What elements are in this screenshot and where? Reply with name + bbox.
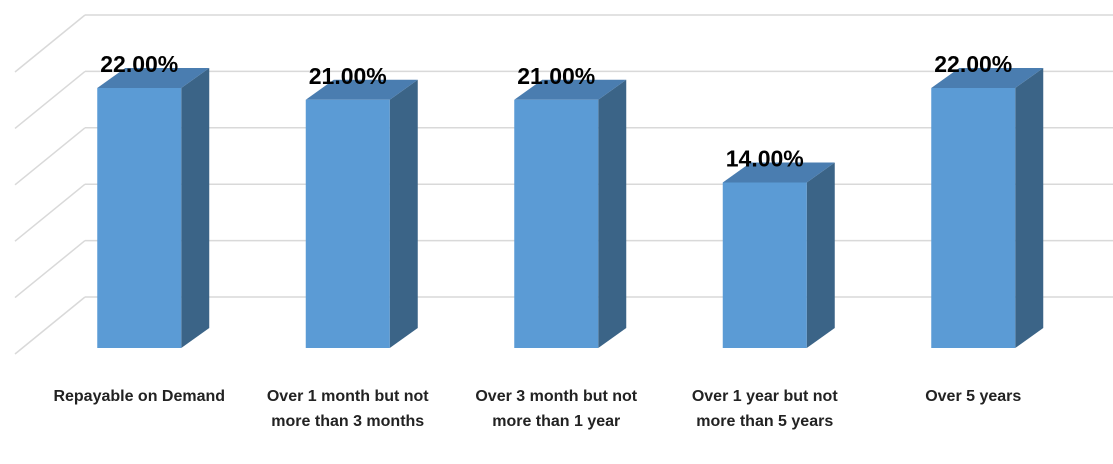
- bar-side: [806, 162, 835, 348]
- bar-front: [931, 87, 1016, 349]
- x-tick-label: Repayable on Demand: [53, 388, 226, 405]
- bar-top: [931, 67, 1044, 88]
- bar: [722, 162, 835, 348]
- value-label: 22.00%: [934, 51, 1012, 77]
- bar: [305, 79, 418, 348]
- bar-top: [97, 67, 210, 88]
- bar-side: [598, 79, 627, 348]
- bar-front: [97, 87, 182, 349]
- value-label: 22.00%: [100, 51, 178, 77]
- bar-top: [514, 79, 627, 100]
- side-grid-line: [14, 183, 86, 242]
- side-grid-line: [14, 240, 86, 299]
- bar-front: [305, 99, 390, 348]
- side-grid-line: [14, 70, 86, 129]
- bar-top: [305, 79, 418, 100]
- x-tick-label: Over 1 month but not more than 3 months: [266, 388, 429, 430]
- bar-front: [722, 182, 807, 348]
- bar: [97, 67, 210, 349]
- side-grid-line: [14, 127, 86, 186]
- bar: [931, 67, 1044, 349]
- side-grid-line: [14, 296, 86, 355]
- x-tick-label: Over 5 years: [925, 388, 1022, 405]
- bar-side: [181, 67, 210, 349]
- bar-front: [514, 99, 599, 348]
- value-label: 21.00%: [517, 63, 595, 89]
- side-grid-line: [14, 14, 86, 73]
- x-tick-label: Over 1 year but not more than 5 years: [691, 388, 838, 430]
- x-tick-label: Over 3 month but not more than 1 year: [475, 388, 638, 430]
- bar: [514, 79, 627, 348]
- bar-side: [389, 79, 418, 348]
- bar-side: [1015, 67, 1044, 349]
- value-label: 14.00%: [726, 146, 804, 172]
- bar-top: [722, 162, 835, 183]
- value-label: 21.00%: [309, 63, 387, 89]
